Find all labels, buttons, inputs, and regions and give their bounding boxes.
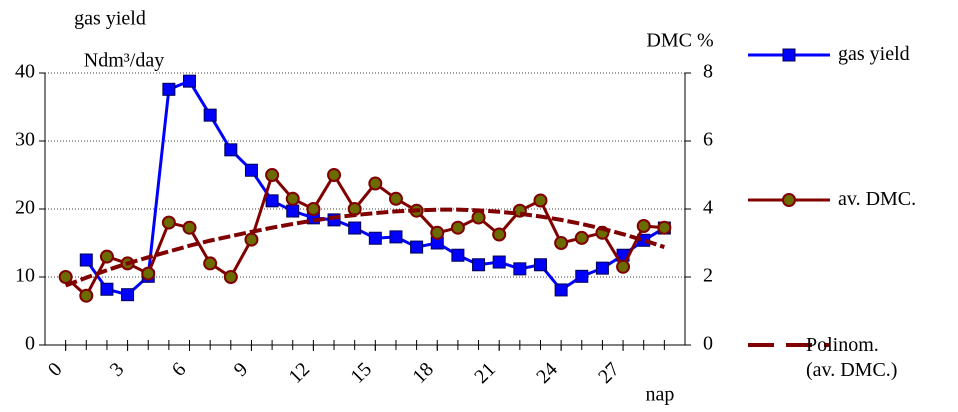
- point: [657, 220, 672, 235]
- point: [162, 82, 176, 96]
- point: [554, 283, 568, 297]
- point: [79, 253, 93, 267]
- point: [203, 256, 218, 271]
- y-title: gas yield: [74, 8, 146, 30]
- y-tick-label: 0: [25, 333, 35, 355]
- point: [410, 240, 424, 254]
- point: [58, 270, 73, 284]
- legend-label: av. DMC.: [838, 188, 917, 210]
- point: [450, 220, 465, 235]
- point: [430, 225, 445, 240]
- legend-marker: [782, 193, 796, 207]
- point: [533, 258, 547, 272]
- y-tick-label: 10: [15, 265, 35, 287]
- point: [265, 168, 280, 182]
- point: [554, 236, 569, 250]
- x-tick-label: 21: [470, 358, 500, 388]
- point: [265, 194, 279, 208]
- legend-marker: [782, 48, 796, 62]
- point: [471, 210, 486, 225]
- legend-label: Polinom. (av. DMC.): [806, 334, 898, 381]
- x-tick-label: 0: [44, 358, 67, 381]
- point: [575, 269, 589, 283]
- point: [636, 219, 651, 233]
- y2-tick-label: 2: [703, 265, 713, 287]
- point: [286, 204, 300, 218]
- y2-tick-label: 4: [703, 197, 713, 219]
- point: [472, 258, 486, 272]
- point: [244, 232, 259, 247]
- point: [306, 202, 321, 216]
- point: [492, 255, 506, 269]
- y-tick-label: 30: [15, 129, 35, 151]
- x-tick-label: 15: [346, 358, 376, 388]
- x-tick-label: 3: [106, 358, 129, 381]
- point: [224, 143, 238, 157]
- point: [389, 230, 403, 244]
- x-tick-label: 9: [230, 358, 253, 381]
- point: [183, 74, 197, 88]
- y-tick-label: 20: [15, 197, 35, 219]
- y2-tick-label: 6: [703, 129, 713, 151]
- point: [244, 163, 258, 177]
- y-title-unit: Ndm³/day: [84, 50, 164, 72]
- y2-title: DMC %: [646, 30, 713, 52]
- point: [121, 288, 135, 302]
- x-tick-label: 24: [532, 358, 562, 388]
- point: [368, 231, 382, 245]
- point: [141, 266, 156, 281]
- y2-tick-label: 0: [703, 333, 713, 355]
- x-tick-label: 27: [594, 358, 624, 388]
- y-tick-label: 40: [15, 61, 35, 83]
- trend-line: [64, 207, 665, 288]
- point: [99, 249, 114, 264]
- point: [513, 262, 527, 276]
- point: [79, 288, 94, 303]
- point: [182, 220, 197, 235]
- point: [203, 108, 217, 122]
- point: [285, 191, 300, 206]
- point: [388, 191, 403, 206]
- point: [533, 193, 548, 208]
- point: [595, 261, 609, 275]
- x-title: nap: [646, 384, 675, 406]
- x-tick-label: 12: [284, 358, 314, 388]
- point: [100, 282, 114, 296]
- x-tick-label: 18: [408, 358, 438, 388]
- point: [492, 227, 507, 242]
- x-tick-label: 6: [168, 358, 191, 381]
- point: [327, 168, 342, 182]
- series-line: [64, 172, 665, 299]
- y2-tick-label: 8: [703, 61, 713, 83]
- point: [223, 270, 238, 284]
- point: [348, 221, 362, 235]
- point: [616, 259, 631, 274]
- legend-label: gas yield: [838, 43, 910, 65]
- point: [368, 176, 383, 191]
- point: [451, 248, 465, 262]
- point: [574, 230, 589, 245]
- point: [161, 215, 176, 230]
